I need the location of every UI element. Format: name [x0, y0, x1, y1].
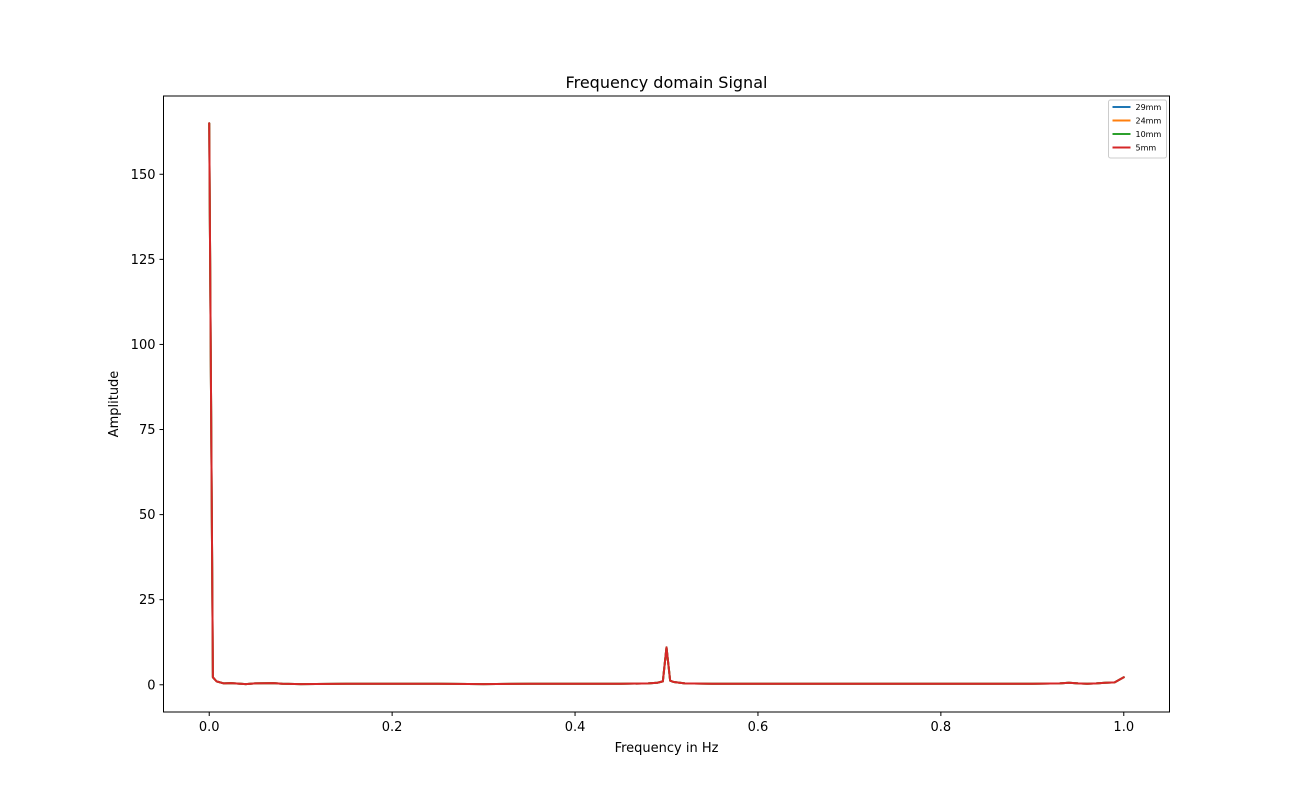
- x-tick-label: 0.6: [748, 720, 769, 735]
- legend-label-5mm: 5mm: [1136, 144, 1157, 153]
- legend-label-29mm: 29mm: [1136, 103, 1162, 112]
- y-tick-label: 25: [139, 593, 156, 608]
- y-tick-label: 50: [139, 508, 156, 523]
- y-axis-label: Amplitude: [107, 371, 122, 438]
- series-line-5mm: [208, 122, 1125, 686]
- legend: 29mm 24mm 10mm 5mm: [1108, 99, 1167, 159]
- legend-box: [1108, 99, 1167, 159]
- y-tick-label: 125: [131, 253, 156, 268]
- legend-label-24mm: 24mm: [1136, 117, 1162, 126]
- y-tick-label: 75: [139, 423, 156, 438]
- y-tick-label: 0: [147, 678, 155, 693]
- x-tick-label: 0.8: [931, 720, 952, 735]
- chart-title: Frequency domain Signal: [566, 73, 768, 92]
- legend-label-10mm: 10mm: [1136, 130, 1162, 139]
- x-axis-label: Frequency in Hz: [615, 741, 719, 756]
- y-tick-label: 100: [131, 338, 156, 353]
- x-tick-label: 0.2: [382, 720, 403, 735]
- y-tick-label: 150: [131, 168, 156, 183]
- x-tick-label: 0.0: [199, 720, 220, 735]
- x-tick-label: 1.0: [1113, 720, 1134, 735]
- x-tick-label: 0.4: [565, 720, 586, 735]
- axes-frame: [163, 95, 1170, 713]
- axes: 0.0 0.2 0.4 0.6 0.8 1.0 0 25 50 75 100 125 150: [131, 95, 1170, 735]
- plot-area: [208, 122, 1125, 686]
